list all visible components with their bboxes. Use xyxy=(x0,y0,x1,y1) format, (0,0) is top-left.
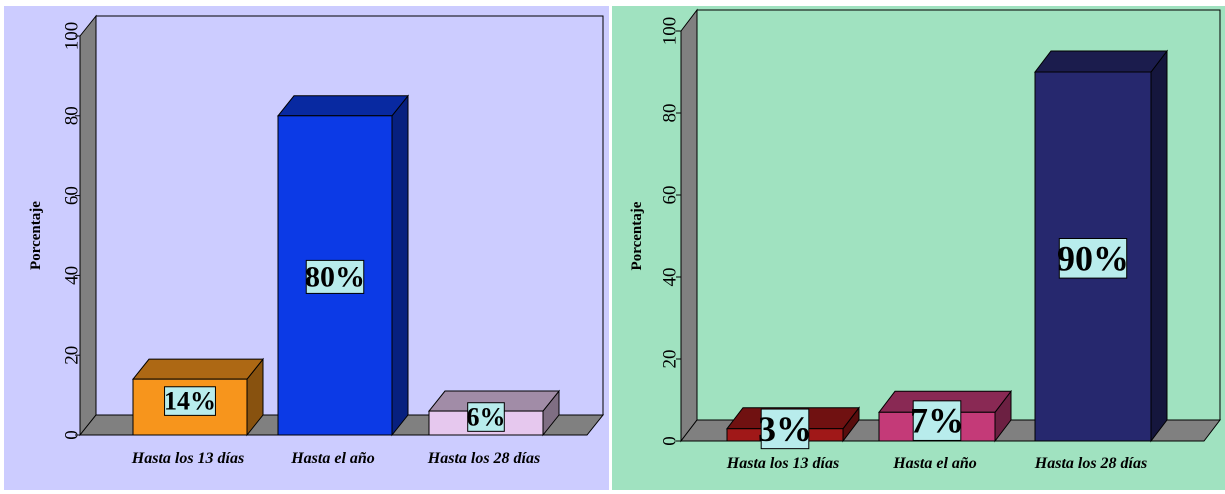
data-label-box xyxy=(1058,238,1128,279)
data-label-box xyxy=(305,259,365,294)
category-label: Hasta los 13 días xyxy=(131,450,244,467)
y-tick-label: 20 xyxy=(62,346,83,365)
y-tick-label: 0 xyxy=(660,436,681,446)
data-label-text: 3% xyxy=(758,409,812,449)
data-label: 80% xyxy=(305,259,365,294)
y-tick-label: 0 xyxy=(62,430,83,440)
bar-side xyxy=(391,94,409,437)
bar-top xyxy=(1033,50,1169,73)
chart-left: 0 20 40 60 80 100 Porcentaje Hasta los 13 días 1… xyxy=(28,14,605,467)
y-tick-label: 40 xyxy=(660,268,681,287)
data-label: 3% xyxy=(758,408,812,450)
y-tick-label: 40 xyxy=(62,266,83,285)
category-label: Hasta los 28 días xyxy=(427,450,540,467)
y-tick-label: 100 xyxy=(660,17,681,46)
bar-side xyxy=(1150,49,1168,443)
data-label-box xyxy=(760,408,810,450)
category-label: Hasta el año xyxy=(892,455,977,472)
data-label-box xyxy=(467,402,505,432)
category-label: Hasta los 13 días xyxy=(726,455,839,472)
data-label-box xyxy=(912,400,962,441)
category-label: Hasta el año xyxy=(290,450,375,467)
data-label-text: 90% xyxy=(1057,238,1129,278)
category-label: Hasta los 28 días xyxy=(1034,455,1147,472)
data-label-box xyxy=(164,386,216,416)
y-axis-title: Porcentaje xyxy=(28,201,44,270)
data-label: 7% xyxy=(910,400,964,441)
data-label-text: 14% xyxy=(164,387,216,416)
y-tick-label: 60 xyxy=(660,186,681,205)
side-wall xyxy=(79,14,97,437)
y-axis-title: Porcentaje xyxy=(629,201,645,270)
bar-top xyxy=(131,358,265,380)
y-tick-label: 60 xyxy=(62,186,83,205)
data-label-text: 7% xyxy=(910,401,964,441)
side-wall xyxy=(680,8,698,443)
chart-right: 0 20 40 60 80 100 Porcentaje Hasta los 13 días 3… xyxy=(629,8,1222,472)
y-tick-label: 80 xyxy=(62,106,83,125)
bar-top xyxy=(276,95,410,117)
data-label: 90% xyxy=(1057,238,1129,279)
data-label: 6% xyxy=(467,402,506,432)
y-tick-label: 100 xyxy=(62,22,83,51)
y-tick-label: 80 xyxy=(660,104,681,123)
data-label-text: 80% xyxy=(305,260,365,293)
y-tick-label: 20 xyxy=(660,350,681,369)
data-label: 14% xyxy=(164,386,216,416)
data-label-text: 6% xyxy=(467,403,506,432)
